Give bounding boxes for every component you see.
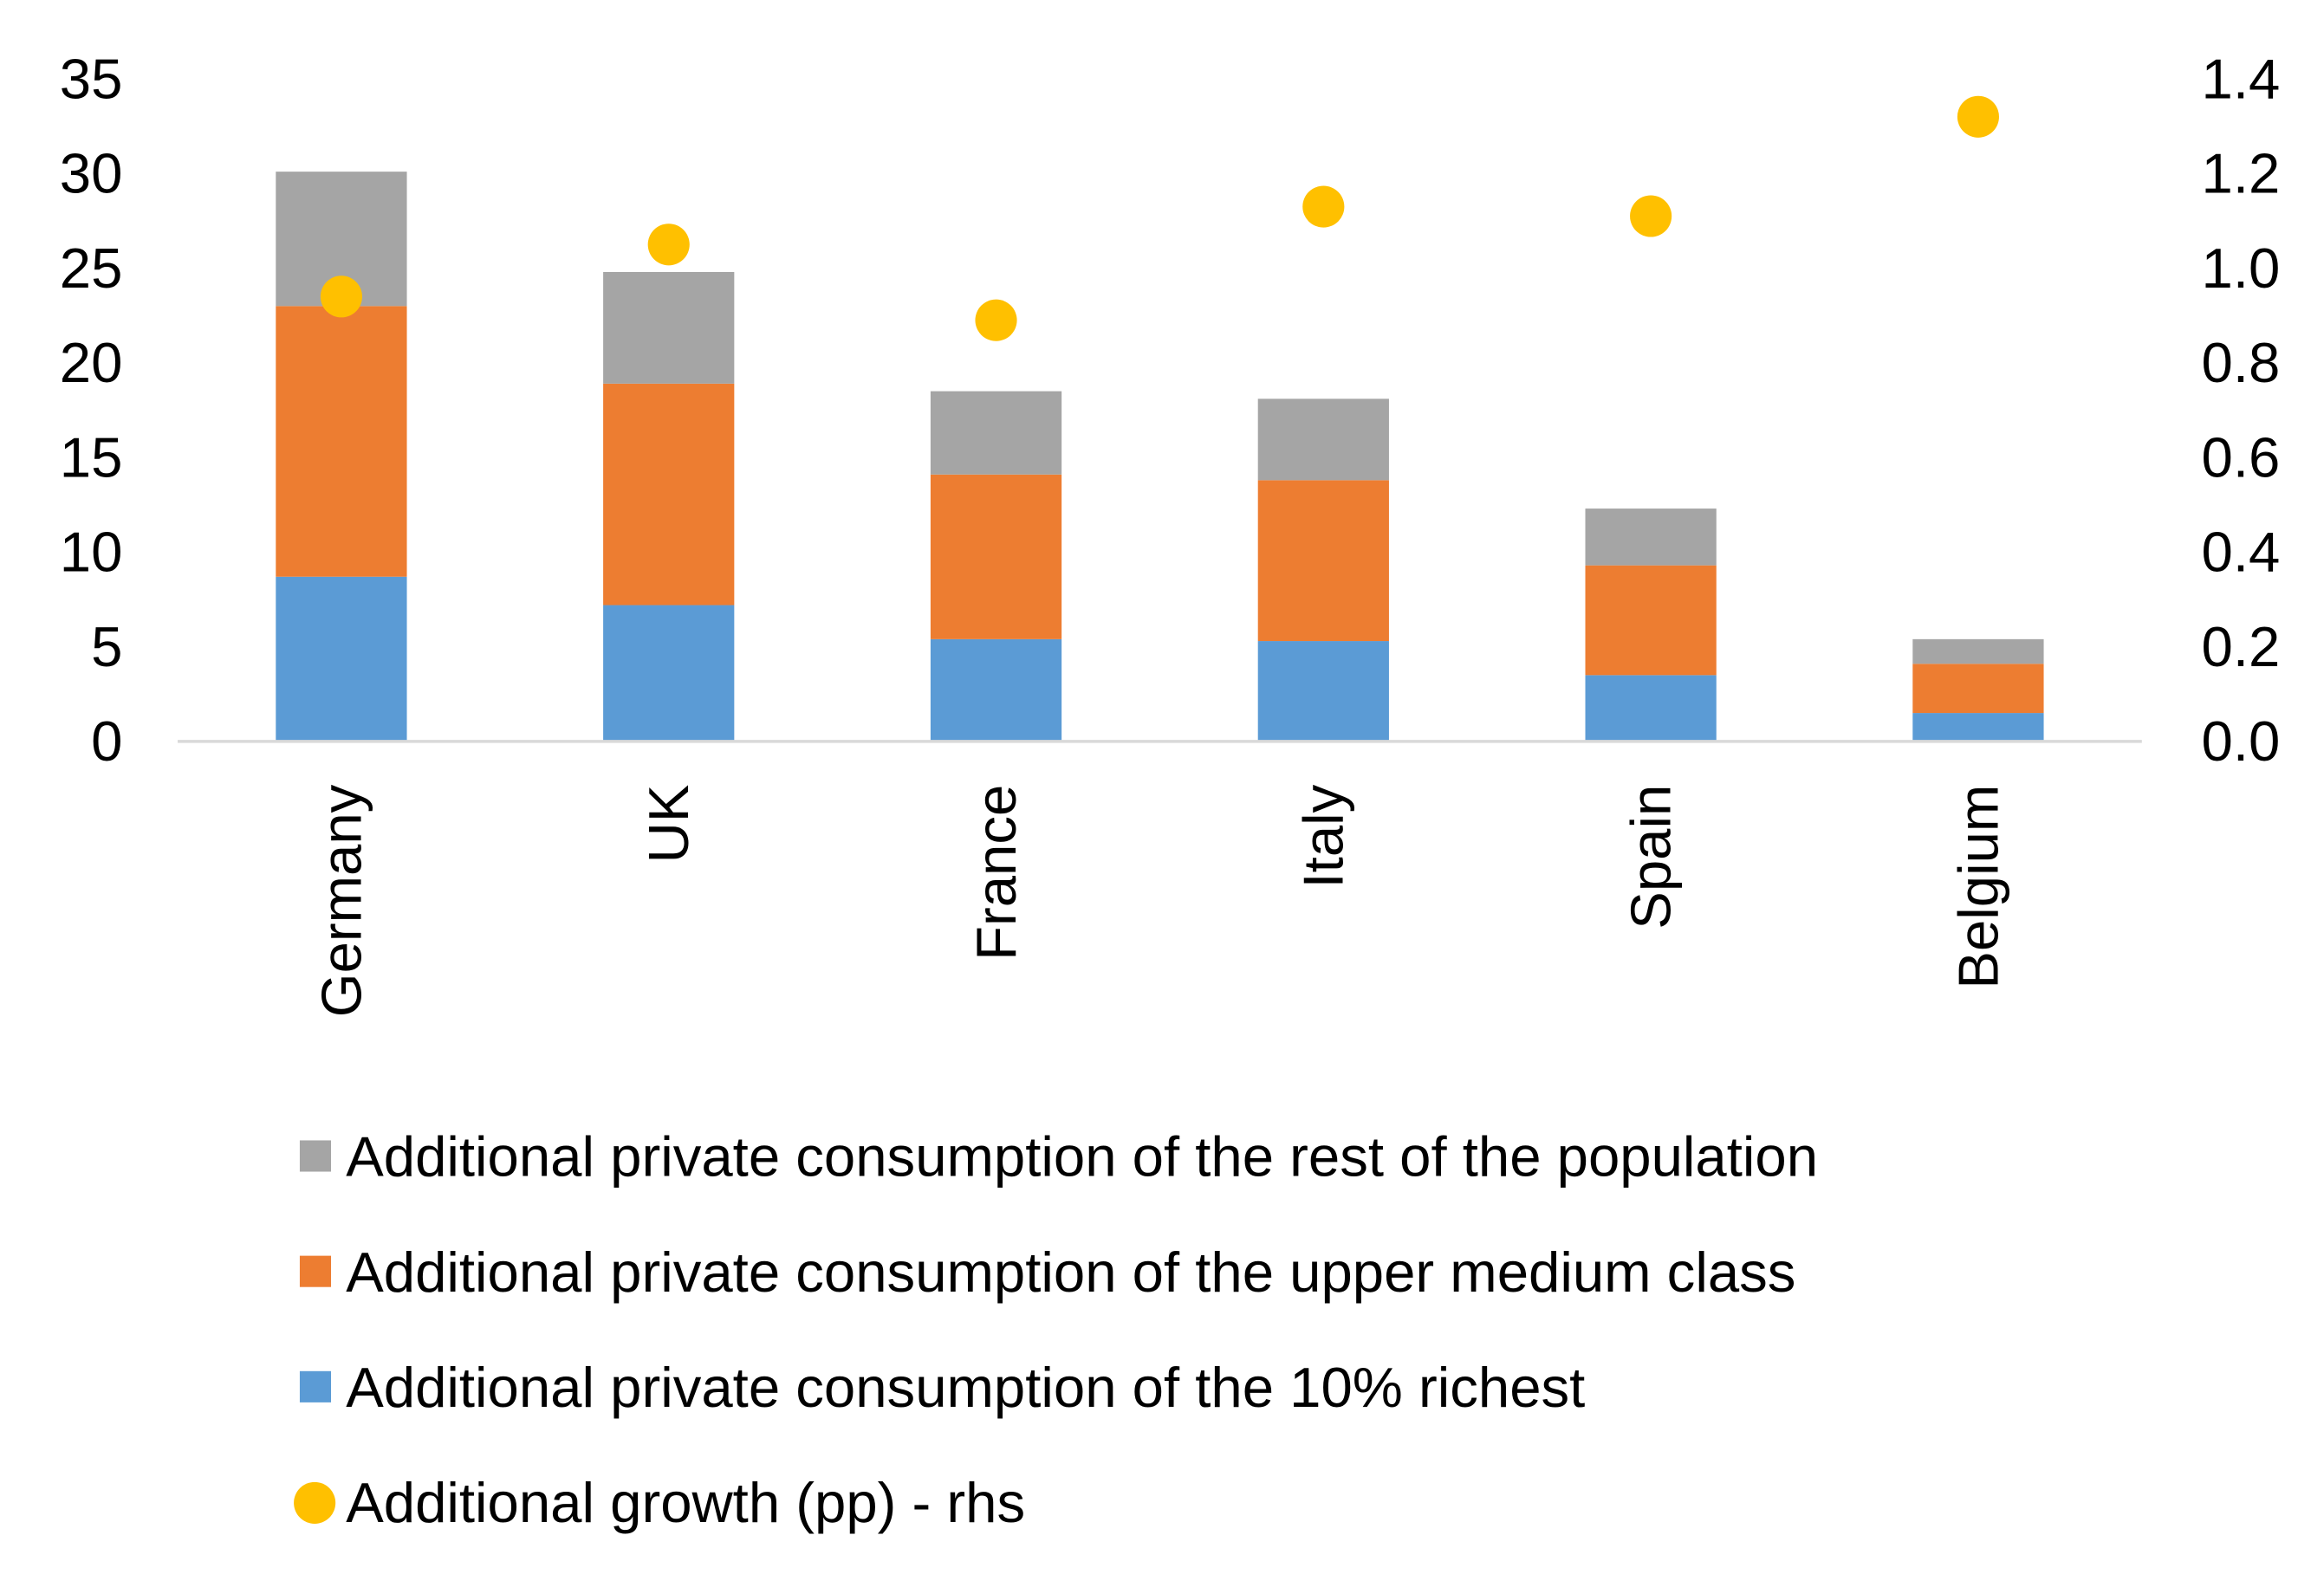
right-tick-label: 0.6: [2202, 425, 2281, 489]
category-label: Spain: [1619, 785, 1682, 930]
bar-segment-uk-1: [603, 383, 735, 606]
left-tick-label: 5: [91, 615, 122, 678]
bar-segment-france-2: [930, 391, 1062, 475]
category-label: Germany: [309, 784, 373, 1017]
left-tick-label: 35: [60, 47, 123, 110]
growth-dot-uk: [647, 223, 690, 266]
growth-dot-italy: [1302, 185, 1345, 228]
legend-label: Additional private consumption of the up…: [346, 1240, 1795, 1304]
category-label: Belgium: [1946, 785, 2009, 989]
legend-label: Additional private consumption of the 10…: [346, 1356, 1585, 1419]
left-tick-label: 0: [91, 709, 122, 773]
bar-segment-france-0: [930, 638, 1062, 742]
left-tick-label: 20: [60, 331, 123, 394]
growth-dot-belgium: [1957, 95, 1999, 138]
category-label: UK: [637, 785, 700, 864]
right-tick-label: 0.4: [2202, 521, 2281, 584]
left-tick-label: 30: [60, 142, 123, 205]
bars: [276, 172, 2044, 742]
right-tick-label: 1.2: [2202, 142, 2281, 205]
bar-segment-belgium-1: [1912, 664, 2044, 714]
right-tick-label: 1.4: [2202, 47, 2281, 110]
bar-segment-belgium-0: [1912, 713, 2044, 742]
bar-segment-france-1: [930, 474, 1062, 639]
right-tick-label: 0.8: [2202, 331, 2281, 394]
right-tick-label: 0.0: [2202, 709, 2281, 773]
legend-label: Additional growth (pp) - rhs: [346, 1471, 1025, 1534]
right-tick-label: 1.0: [2202, 236, 2281, 300]
legend-marker: [294, 1481, 336, 1524]
bar-segment-italy-2: [1257, 398, 1389, 481]
right-tick-label: 0.2: [2202, 615, 2281, 678]
right-y-axis: 0.0 0.2 0.4 0.6 0.8 1.0 1.2 1.4: [2202, 47, 2281, 773]
bar-segment-uk-0: [603, 605, 735, 742]
bar-segment-germany-1: [276, 306, 407, 577]
category-label: France: [964, 785, 1028, 961]
bar-segment-italy-1: [1257, 480, 1389, 642]
legend: Additional private consumption of the re…: [294, 1125, 1818, 1534]
legend-label: Additional private consumption of the re…: [346, 1125, 1818, 1189]
left-tick-label: 10: [60, 521, 123, 584]
legend-swatch: [299, 1255, 332, 1287]
bar-segment-uk-2: [603, 271, 735, 384]
bar-segment-spain-2: [1585, 508, 1717, 566]
legend-swatch: [299, 1140, 332, 1172]
x-axis-labels: Germany UK France Italy Spain Belgium: [309, 784, 2009, 1017]
category-label: Italy: [1292, 784, 1355, 888]
growth-dots: [320, 95, 1999, 341]
bar-segment-italy-0: [1257, 641, 1389, 742]
left-tick-label: 25: [60, 236, 123, 300]
growth-dot-spain: [1630, 195, 1672, 237]
left-tick-label: 15: [60, 425, 123, 489]
growth-dot-germany: [320, 275, 362, 318]
growth-dot-france: [975, 299, 1017, 341]
bar-segment-germany-0: [276, 576, 407, 742]
bar-segment-spain-0: [1585, 675, 1717, 742]
left-y-axis: 0 5 10 15 20 25 30 35: [60, 47, 123, 773]
bar-segment-belgium-2: [1912, 638, 2044, 664]
legend-swatch: [299, 1370, 332, 1402]
bar-segment-spain-1: [1585, 565, 1717, 676]
